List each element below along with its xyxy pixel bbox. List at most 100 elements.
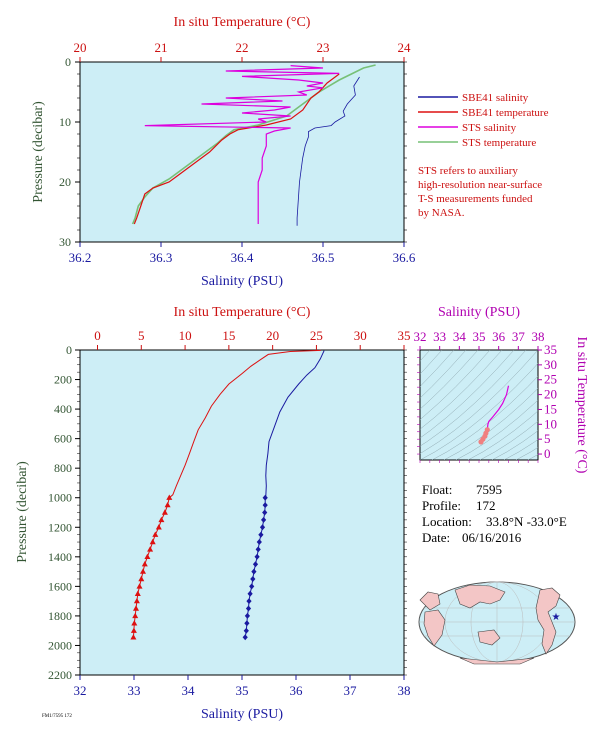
continent-africa [423, 609, 446, 647]
left-tick-label: 2200 [48, 668, 72, 682]
top-tick-label: 32 [414, 329, 427, 344]
legend-note-line-4: by NASA. [418, 207, 465, 219]
density-contour [420, 350, 538, 454]
top-tick-label: 36 [492, 329, 506, 344]
salinity-marker [262, 502, 268, 509]
left-tick-label: 800 [54, 461, 72, 475]
bottom-tick-label: 36.6 [393, 250, 416, 265]
top-tick-label: 24 [398, 40, 412, 55]
near-surface-top-ticks: 20 21 22 23 24 [74, 40, 412, 62]
left-tick-label: 1400 [48, 550, 72, 564]
density-contour [527, 454, 538, 460]
near-surface-bottom-ticks: 36.2 36.3 36.4 36.5 36.6 [69, 242, 416, 265]
bottom-tick-label: 37 [344, 683, 358, 698]
density-contour [420, 350, 467, 399]
left-tick-label: 1800 [48, 609, 72, 623]
salinity-marker [242, 634, 248, 641]
temperature-marker [149, 538, 156, 545]
salinity-marker [249, 583, 255, 590]
bottom-tick-label: 35 [236, 683, 249, 698]
near-surface-plot-area [79, 61, 405, 243]
top-tick-label: 15 [222, 328, 235, 343]
density-contour [420, 363, 538, 460]
salinity-marker [255, 546, 261, 553]
salinity-marker [247, 590, 253, 597]
ts-top-ticks: 32 33 34 35 36 37 38 [414, 329, 545, 463]
near-surface-bottom-axis-title: Salinity (PSU) [201, 274, 283, 289]
left-tick-label: 20 [59, 175, 71, 189]
density-contour [491, 430, 538, 460]
world-map: ★ [418, 581, 576, 665]
near-surface-series [131, 64, 376, 226]
ts-series [478, 385, 510, 445]
temperature-marker [131, 620, 138, 626]
full-profile-bottom-axis-title: Salinity (PSU) [201, 707, 283, 722]
legend-item-sts-salinity: STS salinity [418, 122, 517, 134]
series-line-sts-temperature [131, 64, 376, 225]
top-tick-label: 35 [473, 329, 486, 344]
density-contour [479, 420, 538, 460]
temperature-marker [152, 531, 159, 537]
density-contour [420, 350, 479, 410]
salinity-marker [245, 605, 252, 612]
right-tick-label: 35 [544, 342, 557, 357]
location-value: 33.8°N -33.0°E [486, 514, 567, 529]
full-profile-plot-area [79, 349, 405, 676]
bottom-tick-label: 36.4 [231, 250, 254, 265]
right-tick-label: 10 [544, 416, 557, 431]
near-surface-left-ticks: 0 10 20 30 [59, 55, 407, 249]
float-value: 7595 [476, 482, 502, 497]
density-contour [420, 350, 491, 420]
density-contour [420, 350, 527, 447]
full-profile-top-ticks: 0 5 10 15 20 25 30 35 [94, 328, 411, 350]
full-profile-left-axis-title: Pressure (decibar) [15, 461, 30, 563]
density-contour [467, 410, 538, 460]
ts-density-contours [420, 350, 538, 460]
temperature-marker [133, 605, 139, 611]
temperature-marker [130, 634, 137, 640]
left-tick-label: 0 [66, 343, 72, 357]
ts-right-axis-title: In situ Temperature (°C) [574, 337, 589, 474]
legend-note-line-2: high-resolution near-surface [418, 179, 542, 191]
salinity-marker [250, 576, 256, 582]
left-tick-label: 10 [59, 115, 71, 129]
near-surface-chart: In situ Temperature (°C) Salinity (PSU) … [31, 15, 416, 289]
top-tick-label: 30 [354, 328, 367, 343]
near-surface-left-axis-title: Pressure (decibar) [31, 101, 46, 203]
temperature-marker [136, 583, 143, 589]
float-location-marker-icon: ★ [552, 612, 561, 623]
full-profile-top-axis-title: In situ Temperature (°C) [174, 305, 311, 320]
map-land [419, 584, 561, 665]
temperature-marker [155, 524, 162, 530]
density-contour [420, 350, 443, 375]
float-label: Float: [422, 482, 452, 497]
salinity-marker [259, 524, 266, 531]
left-tick-label: 1200 [48, 520, 72, 534]
left-tick-label: 2000 [48, 638, 72, 652]
salinity-marker [251, 568, 257, 575]
temperature-marker [166, 494, 173, 500]
legend-label: SBE41 salinity [462, 92, 529, 104]
legend-label: STS temperature [462, 137, 536, 149]
density-contour [420, 350, 515, 439]
top-tick-label: 0 [94, 328, 101, 343]
temperature-marker [144, 553, 151, 559]
bottom-tick-label: 34 [182, 683, 196, 698]
salinity-marker [256, 539, 262, 545]
continent-australia [477, 629, 501, 646]
density-contour [443, 388, 538, 460]
legend-note-line-1: STS refers to auxiliary [418, 165, 518, 177]
bottom-tick-label: 38 [398, 683, 411, 698]
temperature-marker [138, 575, 145, 582]
left-tick-label: 600 [54, 432, 72, 446]
series-line-sbe41-salinity [296, 76, 360, 226]
top-tick-label: 22 [236, 40, 249, 55]
salinity-marker [262, 494, 268, 501]
bottom-tick-label: 36.5 [312, 250, 335, 265]
top-tick-label: 5 [138, 328, 145, 343]
temperature-marker [141, 561, 148, 567]
top-tick-label: 25 [310, 328, 323, 343]
temperature-marker [158, 516, 165, 523]
top-tick-label: 34 [453, 329, 467, 344]
